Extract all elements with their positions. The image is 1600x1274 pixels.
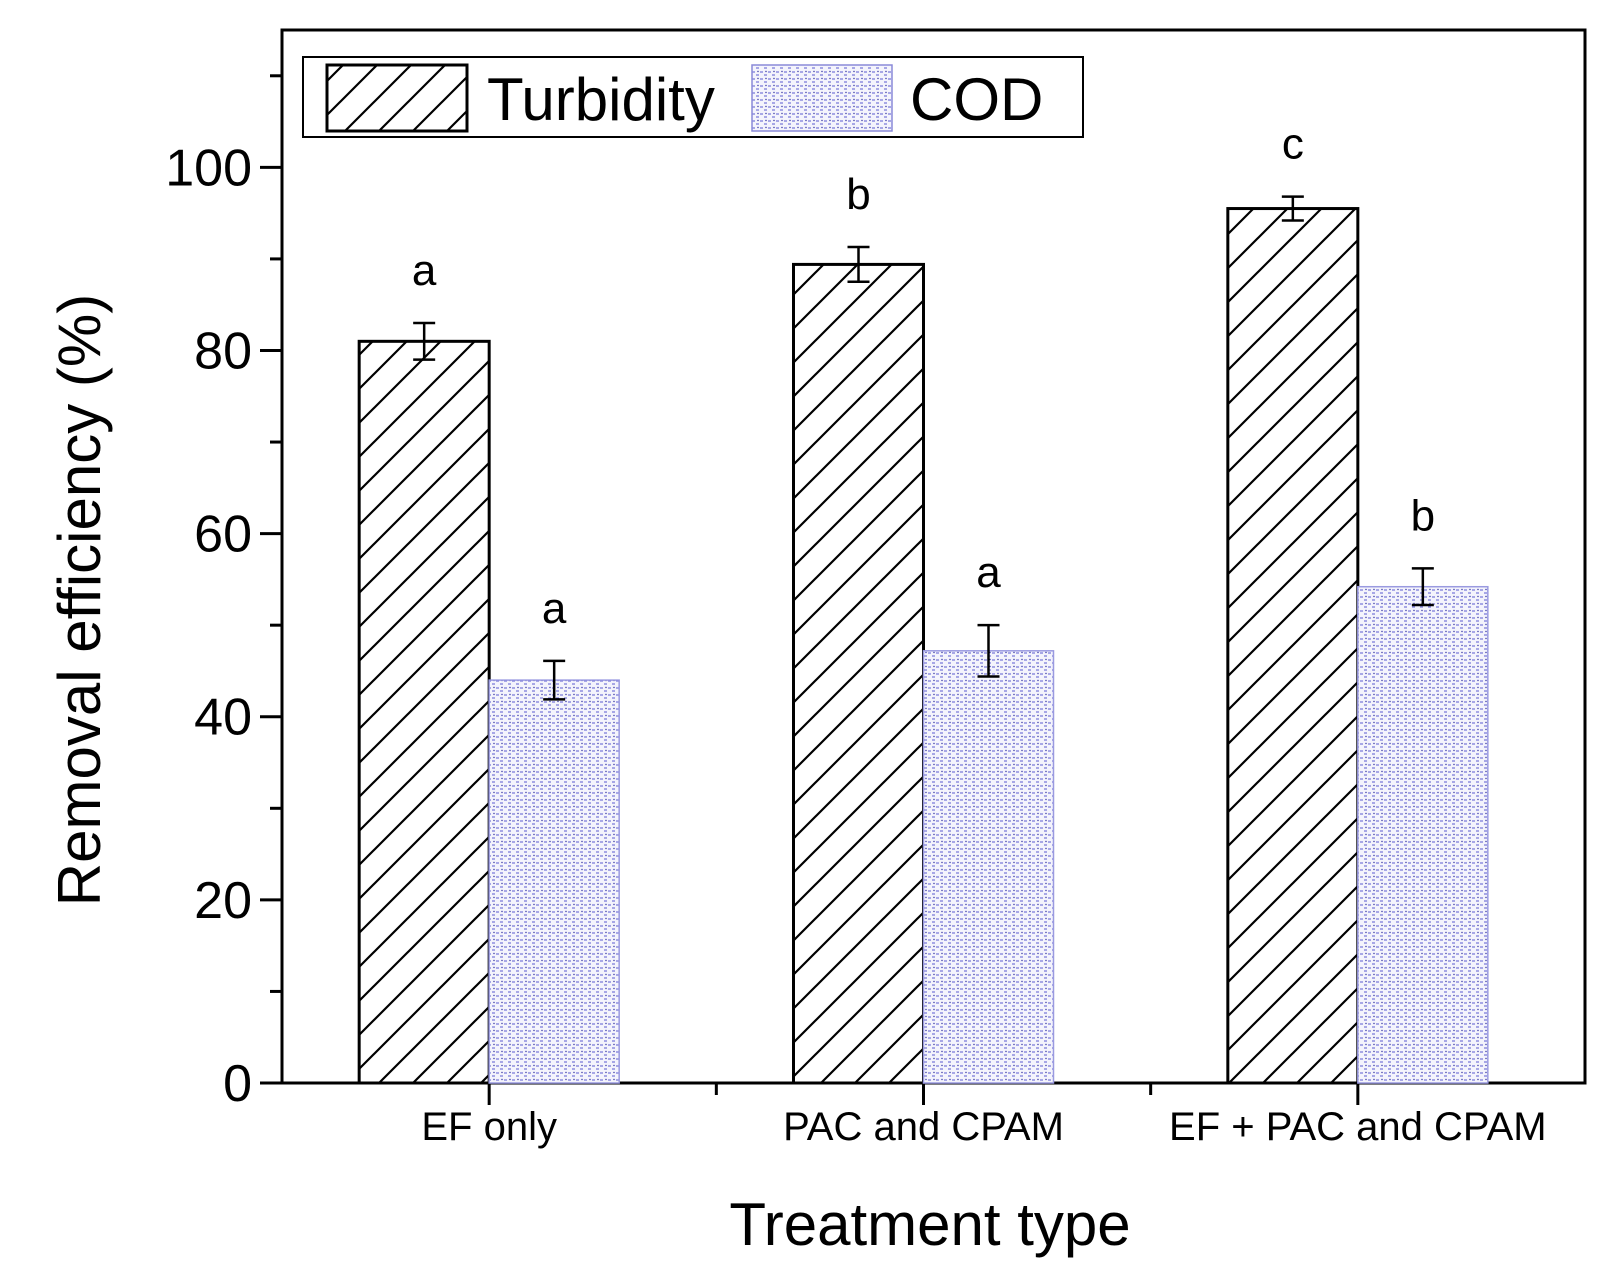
y-tick-label: 40 (194, 689, 252, 747)
y-tick-label: 0 (223, 1055, 252, 1113)
bars-group: a a b a c b (357, 120, 1489, 1085)
legend-swatch-cod (751, 64, 893, 132)
significance-label-turbidity: c (1282, 120, 1304, 169)
x-category-label: EF only (421, 1105, 557, 1149)
significance-label-turbidity: b (846, 170, 870, 219)
y-tick-label: 20 (194, 872, 252, 930)
significance-label-cod: a (542, 584, 567, 633)
y-tick-label: 100 (165, 139, 252, 197)
legend: Turbidity COD (302, 56, 1084, 138)
legend-swatch-turbidity (325, 63, 469, 133)
y-axis-title: Removal efficiency (%) (46, 294, 113, 906)
bar-cod (1357, 585, 1489, 1084)
legend-label-turbidity: Turbidity (487, 66, 715, 133)
significance-label-cod: a (976, 548, 1001, 597)
significance-label-turbidity: a (412, 246, 437, 295)
bar-turbidity (1226, 207, 1360, 1085)
x-axis-title: Treatment type (729, 1191, 1130, 1258)
legend-label-cod: COD (910, 66, 1043, 133)
bar-turbidity (357, 339, 491, 1085)
x-axis: EF only PAC and CPAM EF + PAC and CPAM (421, 1083, 1547, 1149)
y-tick-label: 60 (194, 506, 252, 564)
bar-turbidity (792, 262, 925, 1085)
y-axis: 0 20 40 60 80 100 (165, 74, 282, 1113)
y-tick-label: 80 (194, 322, 252, 380)
significance-label-cod: b (1411, 491, 1435, 540)
bar-cod (922, 650, 1055, 1084)
x-category-label: EF + PAC and CPAM (1169, 1105, 1547, 1149)
bar-cod (488, 679, 620, 1084)
x-category-label: PAC and CPAM (783, 1105, 1064, 1149)
